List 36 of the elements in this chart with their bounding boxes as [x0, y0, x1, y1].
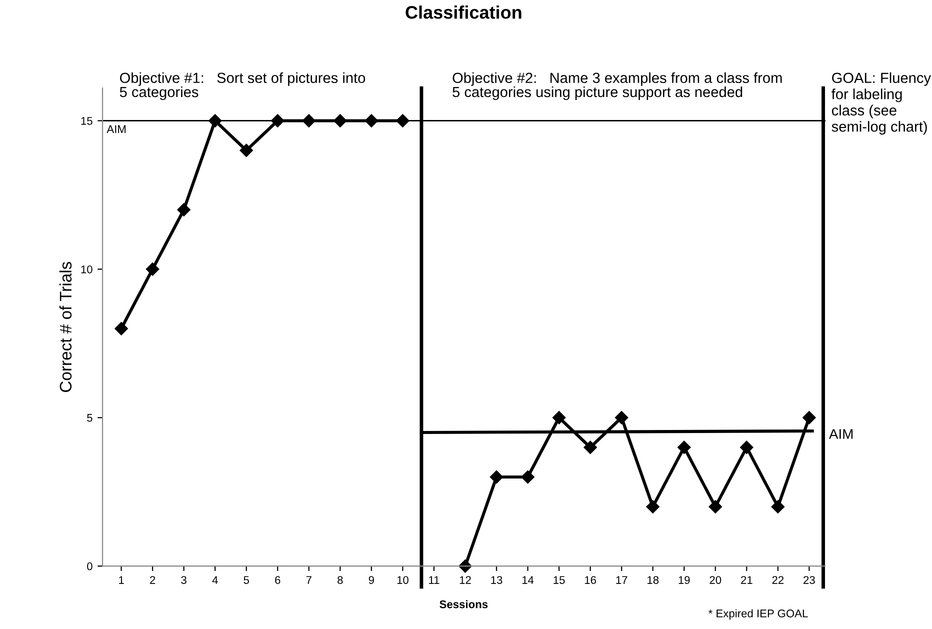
- x-tick-label: 11: [429, 576, 440, 584]
- x-tick-label: 22: [772, 576, 784, 584]
- x-tick-label: 21: [741, 576, 752, 584]
- x-tick-label: 15: [554, 576, 565, 584]
- x-tick-label: 12: [460, 576, 471, 584]
- x-tick-label: 3: [181, 576, 186, 584]
- series-label: AIM: [829, 429, 853, 439]
- x-tick-label: 2: [150, 576, 156, 584]
- y-axis-title: Correct # of Trials: [59, 262, 72, 392]
- x-tick-label: 8: [338, 576, 343, 584]
- x-tick-label: 23: [804, 576, 815, 584]
- y-tick-label: 0: [87, 562, 92, 570]
- y-tick-label: 15: [81, 117, 92, 125]
- text: GOAL: Fluency for labeling class (see semi-log chart): [832, 72, 932, 135]
- x-tick-label: 10: [397, 576, 408, 584]
- x-tick-label: 19: [678, 576, 690, 584]
- text: * Expired IEP GOAL: [708, 609, 808, 620]
- x-tick-label: 4: [212, 576, 218, 584]
- annotation: Objective #1: Sort set of pictures into 5 categories: [120, 72, 366, 100]
- x-tick-label: 13: [491, 576, 502, 584]
- x-tick-label: 7: [306, 576, 312, 584]
- ref-line-label: AIM: [106, 125, 126, 133]
- y-tick-label: 5: [87, 414, 92, 422]
- chart-title: Classification: [406, 6, 522, 19]
- x-tick-label: 16: [584, 576, 596, 584]
- x-tick-label: 5: [244, 576, 249, 584]
- x-tick-label: 6: [275, 576, 280, 584]
- x-axis-title: Sessions: [440, 600, 488, 608]
- y-tick-label: 10: [81, 265, 92, 274]
- x-tick-label: 1: [119, 576, 124, 584]
- x-tick-label: 20: [710, 576, 722, 584]
- x-tick-label: 9: [368, 576, 374, 584]
- x-tick-label: 18: [648, 576, 659, 584]
- x-tick-label: 17: [616, 576, 628, 584]
- x-tick-label: 14: [522, 576, 534, 584]
- annotation: Objective #2: Name 3 examples from a class from 5 categories using picture support as needed: [452, 72, 782, 100]
